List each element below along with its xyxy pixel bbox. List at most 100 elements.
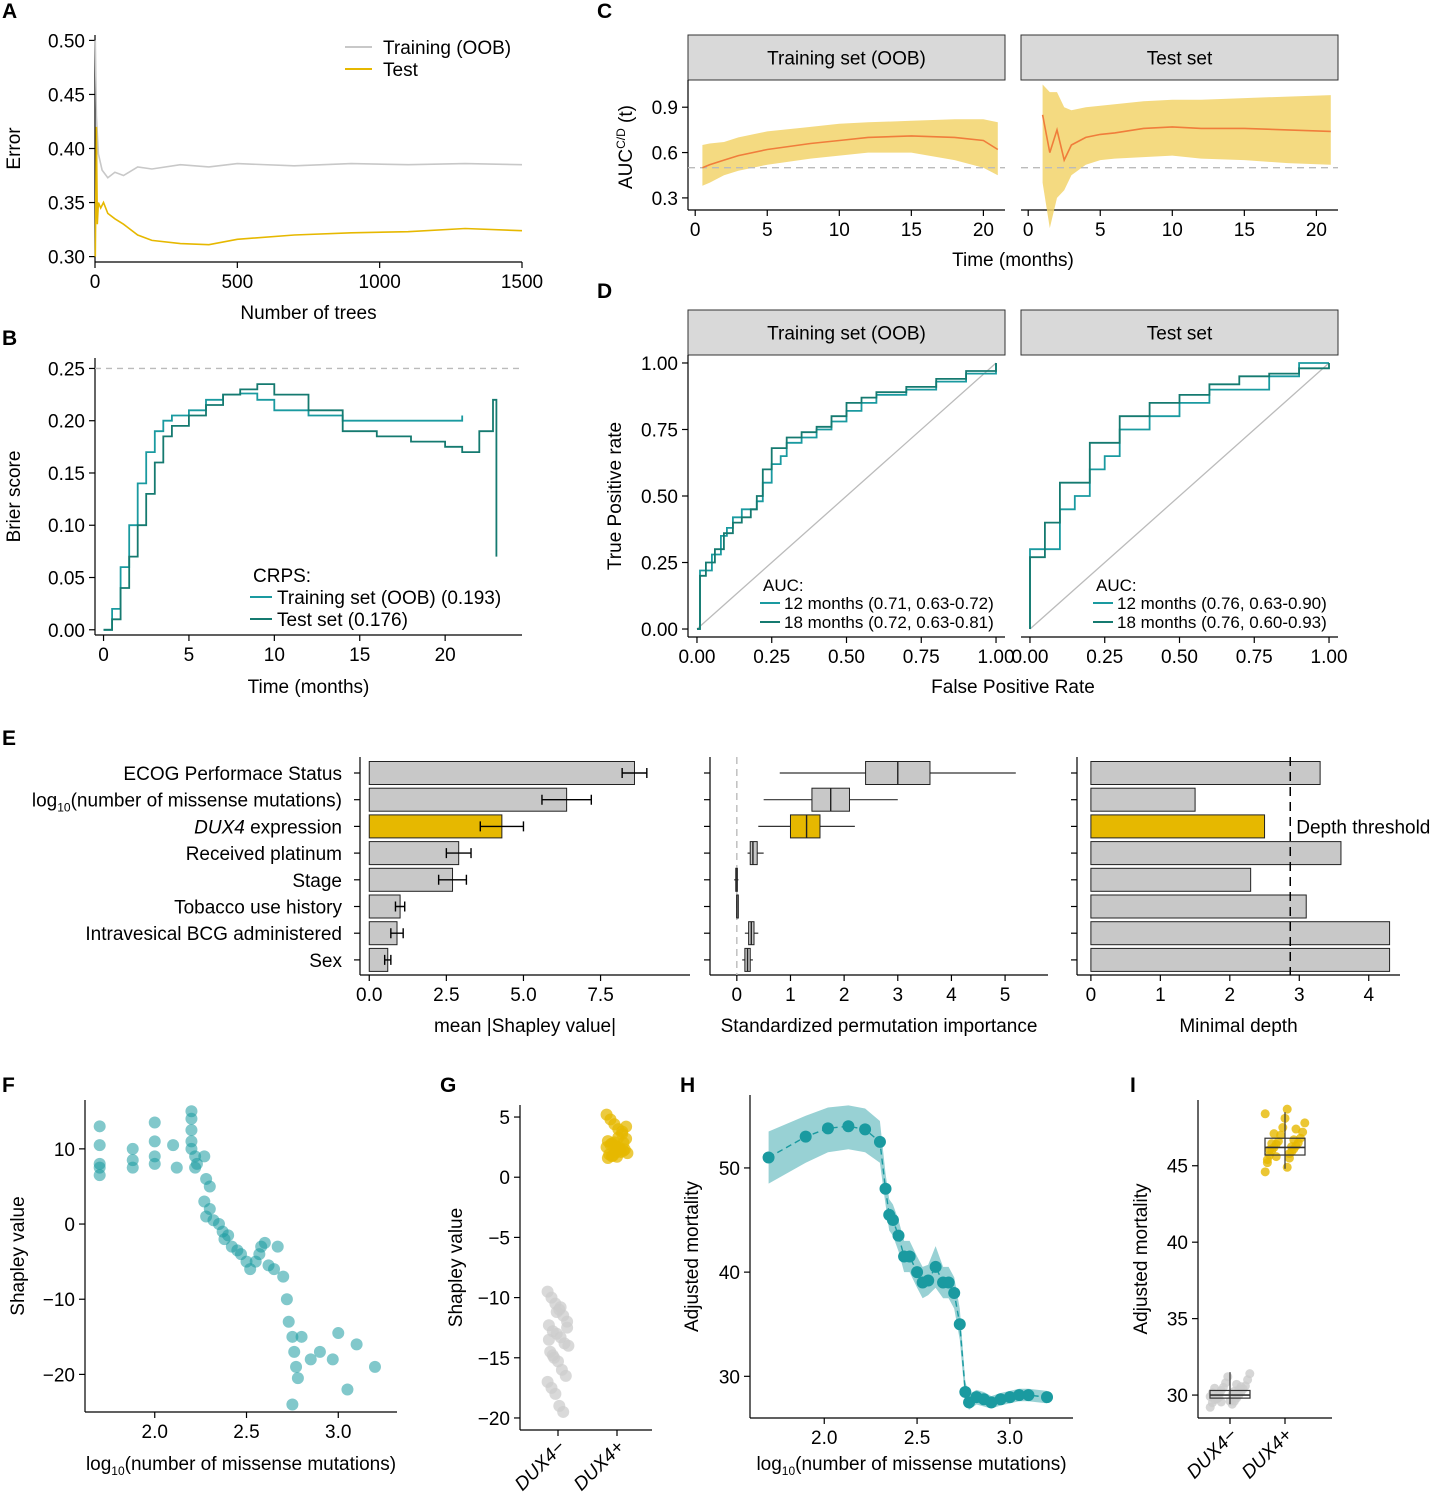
panel-i-point <box>1223 1372 1233 1382</box>
panel-f-point <box>332 1327 345 1340</box>
panel-d-legend-label: 18 months (0.72, 0.63-0.81) <box>784 613 994 632</box>
panel-a-y-label: Error <box>4 127 25 170</box>
panel-e-category-label: Tobacco use history <box>174 898 342 919</box>
panel-a-y-tick-label: 0.50 <box>48 31 85 52</box>
panel-g-y-label: Shapley value <box>446 1208 467 1327</box>
panel-f-point <box>222 1229 235 1242</box>
panel-letter-E: E <box>2 727 16 750</box>
panel-b-series-oob <box>103 392 464 631</box>
panel-i-x-tick-label: DUX4+ <box>1238 1425 1297 1484</box>
panel-letter-A: A <box>2 0 17 23</box>
panel-e-shapley-error-bar <box>394 901 406 912</box>
panel-d-roc-curve <box>697 363 997 630</box>
panel-g-point <box>559 1369 572 1382</box>
panel-e-depth-bar <box>1090 841 1342 866</box>
panel-h-point <box>859 1123 872 1136</box>
panel-f-point <box>148 1157 161 1170</box>
panel-e-shapley-x-tick-label: 5.0 <box>510 985 536 1006</box>
panel-d-y-tick-label: 0.50 <box>641 487 678 508</box>
panel-c-y-tick-label: 0.3 <box>652 189 678 210</box>
panel-b-x-tick-label: 0 <box>98 645 109 666</box>
panel-b-y-tick-label: 0.05 <box>48 569 85 590</box>
panel-g-point <box>554 1301 567 1314</box>
panel-e-depth-bar <box>1090 894 1307 919</box>
panel-h-point <box>821 1122 834 1135</box>
panel-e-category-label: DUX4 expression <box>194 817 342 838</box>
panel-c-1-x-tick-label: 10 <box>1162 220 1183 241</box>
panel-g-x-tick-label: DUX4+ <box>570 1437 629 1496</box>
panel-f-point <box>295 1330 308 1343</box>
panel-c-y-tick-label: 0.6 <box>652 144 678 165</box>
panel-d-y-tick-label: 1.00 <box>641 354 678 375</box>
panel-a-y-tick-label: 0.40 <box>48 140 85 161</box>
panel-e-permutation-x-tick-label: 2 <box>839 985 850 1006</box>
panel-a-x-tick-label: 1000 <box>359 272 401 293</box>
panel-e-permutation-x-label: Standardized permutation importance <box>721 1016 1038 1037</box>
panel-f-point <box>93 1169 106 1182</box>
panel-i-point <box>1260 1109 1270 1119</box>
panel-f-point <box>282 1315 295 1328</box>
panel-i-y-tick-label: 35 <box>1167 1310 1188 1331</box>
panel-f-point <box>350 1338 363 1351</box>
panel-h-point <box>942 1276 955 1289</box>
panel-f-point <box>148 1116 161 1129</box>
panel-e-depth-x-tick-label: 4 <box>1363 985 1374 1006</box>
panel-f-y-tick-label: 10 <box>54 1140 75 1161</box>
panel-e-shapley-x-tick-label: 2.5 <box>433 985 459 1006</box>
panel-b-y-tick-label: 0.15 <box>48 464 85 485</box>
panel-a-y-tick-label: 0.35 <box>48 194 85 215</box>
panel-d-roc-curve <box>697 363 997 630</box>
panel-letter-H: H <box>680 1074 695 1097</box>
panel-d-0-x-tick-label: 0.50 <box>828 647 865 668</box>
panel-g-y-tick-label: −15 <box>478 1349 510 1370</box>
panel-i-point <box>1300 1118 1310 1128</box>
panel-f-point <box>203 1203 216 1216</box>
panel-c-1-x-tick-label: 0 <box>1023 220 1034 241</box>
panel-c-0-x-tick-label: 10 <box>829 220 850 241</box>
panel-f-point <box>288 1345 301 1358</box>
panel-e-depth-bar <box>1090 921 1391 946</box>
panel-h-point <box>1013 1389 1026 1402</box>
panel-c-0-x-tick-label: 5 <box>762 220 773 241</box>
panel-i-y-tick-label: 40 <box>1167 1233 1188 1254</box>
panel-f-y-label: Shapley value <box>8 1196 29 1315</box>
panel-h-point <box>1003 1391 1016 1404</box>
panel-c-ci-band <box>1042 84 1331 229</box>
panel-d-legend-label: 12 months (0.71, 0.63-0.72) <box>784 594 994 613</box>
panel-e-permutation-x-tick-label: 3 <box>892 985 903 1006</box>
panel-f-point <box>167 1139 180 1152</box>
panel-f-point <box>326 1353 339 1366</box>
panel-f-x-label: log10(number of missense mutations) <box>86 1454 396 1478</box>
panel-i-x-tick-label: DUX4− <box>1183 1425 1242 1484</box>
panel-h-point <box>1022 1389 1035 1402</box>
panel-a-x-label: Number of trees <box>240 303 376 324</box>
panel-e-shapley-error-bar <box>390 928 404 939</box>
panel-a-series-test <box>94 126 523 257</box>
panel-d-facet-1-strip-label: Test set <box>1147 324 1213 345</box>
panel-g-point <box>549 1387 562 1400</box>
panel-e-depth-x-tick-label: 1 <box>1155 985 1166 1006</box>
panel-h-point <box>762 1151 775 1164</box>
panel-h-point <box>929 1260 942 1273</box>
panel-i-point <box>1278 1123 1288 1133</box>
panel-letter-D: D <box>597 280 612 303</box>
panel-i-point <box>1271 1152 1281 1162</box>
panel-i-y-label: Adjusted mortality <box>1131 1183 1152 1335</box>
panel-i-point <box>1210 1383 1220 1393</box>
panel-i-point <box>1216 1397 1226 1407</box>
panel-h-x-label: log10(number of missense mutations) <box>756 1454 1066 1478</box>
panel-e-depth-threshold-label: Depth threshold <box>1296 817 1430 838</box>
panel-c-1-x-tick-label: 15 <box>1234 220 1255 241</box>
panel-f-y-tick-label: 0 <box>64 1215 75 1236</box>
panel-g-y-tick-label: −10 <box>478 1289 510 1310</box>
panel-e-shapley-error-bar <box>445 848 472 859</box>
panel-d-1-x-tick-label: 0.75 <box>1236 647 1273 668</box>
panel-e-permutation-x-tick-label: 4 <box>946 985 957 1006</box>
panel-i-point <box>1291 1124 1301 1134</box>
panel-b-y-label: Brier score <box>4 451 25 543</box>
panel-c-y-tick-label: 0.9 <box>652 98 678 119</box>
panel-b-x-tick-label: 5 <box>184 645 195 666</box>
panel-d-1-x-tick-label: 0.25 <box>1086 647 1123 668</box>
panel-f-point <box>198 1150 211 1163</box>
